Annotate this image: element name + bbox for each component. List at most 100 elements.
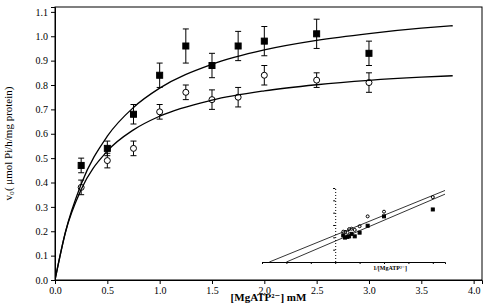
y-axis-line [51, 8, 56, 281]
x-tick-mark [408, 262, 409, 264]
plot-frame [55, 7, 482, 280]
x-tick-label: 0.0 [49, 285, 62, 296]
error-bar [78, 180, 84, 195]
y-axis [333, 189, 336, 263]
x-tick-mark [311, 262, 312, 264]
point-open-circle [261, 72, 267, 78]
y-tick-mark [51, 183, 55, 184]
error-bar [183, 85, 189, 100]
x-tick-mark [286, 262, 287, 264]
x-tick: 1.0 [154, 280, 167, 296]
y-tick-label: 0.2 [36, 226, 49, 237]
y-tick-label: 0.7 [36, 104, 49, 115]
point-square [157, 72, 163, 78]
x-tick-mark [433, 262, 434, 264]
y-tick-mark [51, 85, 55, 86]
error-bar [235, 87, 241, 107]
x-tick-label: 4.0 [468, 285, 481, 296]
x-tick: 3.5 [416, 280, 429, 296]
y-tick-label: 0.3 [36, 202, 49, 213]
y-tick: 0.1 [36, 250, 56, 261]
y-tick: 0.7 [36, 104, 56, 115]
x-tick [433, 262, 434, 264]
x-axis-line [263, 263, 446, 265]
error-bar [78, 158, 84, 173]
error-bar [366, 41, 372, 65]
error-bar [261, 27, 267, 56]
series-2 [286, 194, 445, 262]
y-tick: 0.3 [36, 202, 56, 213]
y-tick-mark [51, 36, 55, 37]
y-tick-mark [333, 200, 335, 201]
x-tick-mark [264, 280, 265, 284]
plot-marks [55, 19, 453, 280]
y-tick-label: 1.1 [36, 7, 49, 18]
y-tick-label: 0.1 [36, 250, 49, 261]
fit-line [286, 194, 445, 262]
y-tick-label: 0.5 [36, 153, 49, 164]
y-axis: 0.00.10.20.30.40.50.60.70.80.91.01.1 [36, 7, 56, 286]
x-tick-label: 0.5 [102, 285, 115, 296]
y-tick-mark [51, 134, 55, 135]
y-tick [333, 188, 335, 189]
x-tick [335, 262, 336, 264]
point-square [235, 43, 241, 49]
series-1 [342, 196, 435, 235]
series-0 [78, 19, 372, 173]
x-tick: 0.0 [49, 280, 62, 296]
y-tick [333, 250, 335, 251]
series-3 [269, 190, 445, 262]
series-2 [55, 26, 453, 280]
x-tick: 1.5 [206, 280, 219, 296]
x-tick [360, 262, 361, 264]
series-1 [78, 66, 372, 195]
y-tick: 0.9 [36, 55, 56, 66]
x-tick-label: 1.0 [154, 285, 167, 296]
y-tick [333, 262, 335, 263]
fit-line [55, 76, 453, 280]
x-tick-label: 3.5 [416, 285, 429, 296]
x-tick [262, 262, 263, 264]
y-tick [333, 213, 335, 214]
x-tick [286, 262, 287, 264]
point-open-circle [314, 77, 320, 83]
point-square [78, 162, 84, 168]
y-tick: 1.1 [36, 7, 56, 18]
y-tick-mark [51, 158, 55, 159]
x-tick: 0.5 [102, 280, 115, 296]
y-tick-mark [51, 256, 55, 257]
y-tick-label: 1.0 [36, 31, 49, 42]
series-3 [55, 76, 453, 280]
y-tick-mark [333, 262, 335, 263]
point-open-circle [157, 109, 163, 115]
y-tick: 1.0 [36, 31, 56, 42]
y-tick-mark [333, 225, 335, 226]
y-axis-line [333, 189, 336, 263]
x-tick-mark [474, 280, 475, 284]
x-axis-line [56, 281, 483, 285]
x-axis-title: 1/[MgATP²⁻] [373, 265, 407, 272]
y-tick [333, 200, 335, 201]
y-tick-mark [333, 213, 335, 214]
x-tick-label: 3.0 [363, 285, 376, 296]
y-tick-mark [51, 61, 55, 62]
x-tick-mark [369, 280, 370, 284]
x-tick-mark [421, 280, 422, 284]
x-tick-mark [262, 262, 263, 264]
y-tick-label: 0.9 [36, 55, 49, 66]
y-axis-title: v₀( μmol Pi/h/mg protein) [2, 86, 15, 200]
x-axis-title: [MgATP²⁻] mM [231, 291, 307, 303]
x-tick: 4.0 [468, 280, 481, 296]
plot-marks [269, 190, 445, 262]
point-square [366, 50, 372, 56]
y-tick: 0.0 [36, 275, 56, 286]
x-tick [384, 262, 385, 264]
point-square [261, 38, 267, 44]
point-square [353, 235, 356, 238]
error-bar [183, 29, 189, 63]
x-tick-label: 1.5 [206, 285, 219, 296]
point-open-circle [383, 210, 386, 213]
point-square [431, 208, 434, 211]
point-square [342, 234, 345, 237]
y-tick [333, 225, 335, 226]
